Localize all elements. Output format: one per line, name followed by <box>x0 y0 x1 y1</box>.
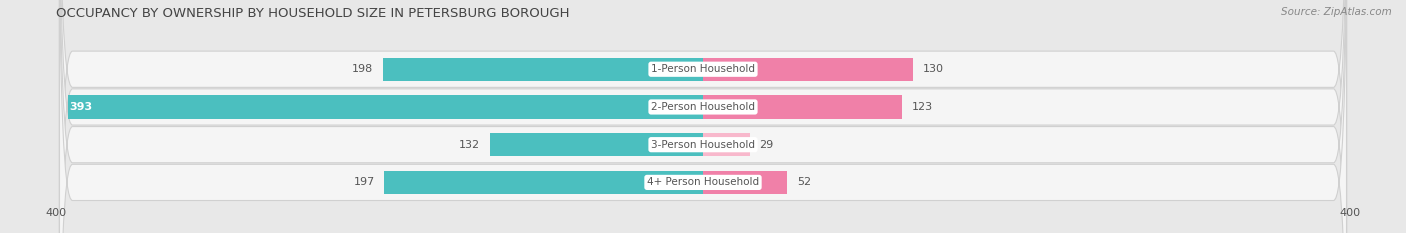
Text: 393: 393 <box>69 102 93 112</box>
Bar <box>382 58 703 81</box>
Text: 3-Person Household: 3-Person Household <box>651 140 755 150</box>
Text: 132: 132 <box>458 140 479 150</box>
Text: 123: 123 <box>911 102 932 112</box>
FancyBboxPatch shape <box>59 0 1347 233</box>
Text: 52: 52 <box>797 177 811 187</box>
Text: 29: 29 <box>759 140 773 150</box>
Bar <box>384 171 703 194</box>
Text: 198: 198 <box>352 64 373 74</box>
Text: 130: 130 <box>922 64 943 74</box>
Bar <box>703 171 787 194</box>
Text: 197: 197 <box>353 177 375 187</box>
Text: 4+ Person Household: 4+ Person Household <box>647 177 759 187</box>
Bar <box>67 95 703 119</box>
Bar <box>703 133 749 156</box>
Bar <box>703 58 914 81</box>
FancyBboxPatch shape <box>59 0 1347 233</box>
Text: 2-Person Household: 2-Person Household <box>651 102 755 112</box>
Bar <box>489 133 703 156</box>
Bar <box>703 95 901 119</box>
Text: 1-Person Household: 1-Person Household <box>651 64 755 74</box>
Text: Source: ZipAtlas.com: Source: ZipAtlas.com <box>1281 7 1392 17</box>
FancyBboxPatch shape <box>59 0 1347 233</box>
Text: OCCUPANCY BY OWNERSHIP BY HOUSEHOLD SIZE IN PETERSBURG BOROUGH: OCCUPANCY BY OWNERSHIP BY HOUSEHOLD SIZE… <box>56 7 569 20</box>
FancyBboxPatch shape <box>59 0 1347 233</box>
